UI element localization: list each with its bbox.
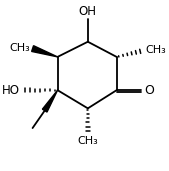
Text: HO: HO	[2, 84, 20, 97]
Text: O: O	[145, 84, 154, 97]
Text: OH: OH	[79, 5, 97, 18]
Text: CH₃: CH₃	[77, 136, 98, 146]
Text: CH₃: CH₃	[9, 43, 30, 53]
Text: CH₃: CH₃	[145, 45, 166, 55]
Polygon shape	[32, 46, 58, 57]
Polygon shape	[42, 90, 58, 112]
